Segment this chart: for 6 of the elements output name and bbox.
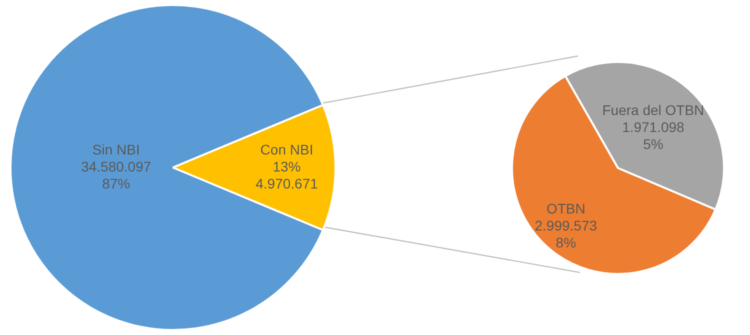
data-label: 1.971.098 5%	[622, 119, 685, 152]
data-label: 13% 4.970.671	[256, 158, 318, 192]
data-label: 34.580.097 87%	[81, 158, 152, 192]
slice-label: Fuera del OTBN	[602, 102, 704, 118]
slice-label: Con NBI	[260, 141, 314, 158]
slice-label: Sin NBI	[92, 141, 140, 158]
